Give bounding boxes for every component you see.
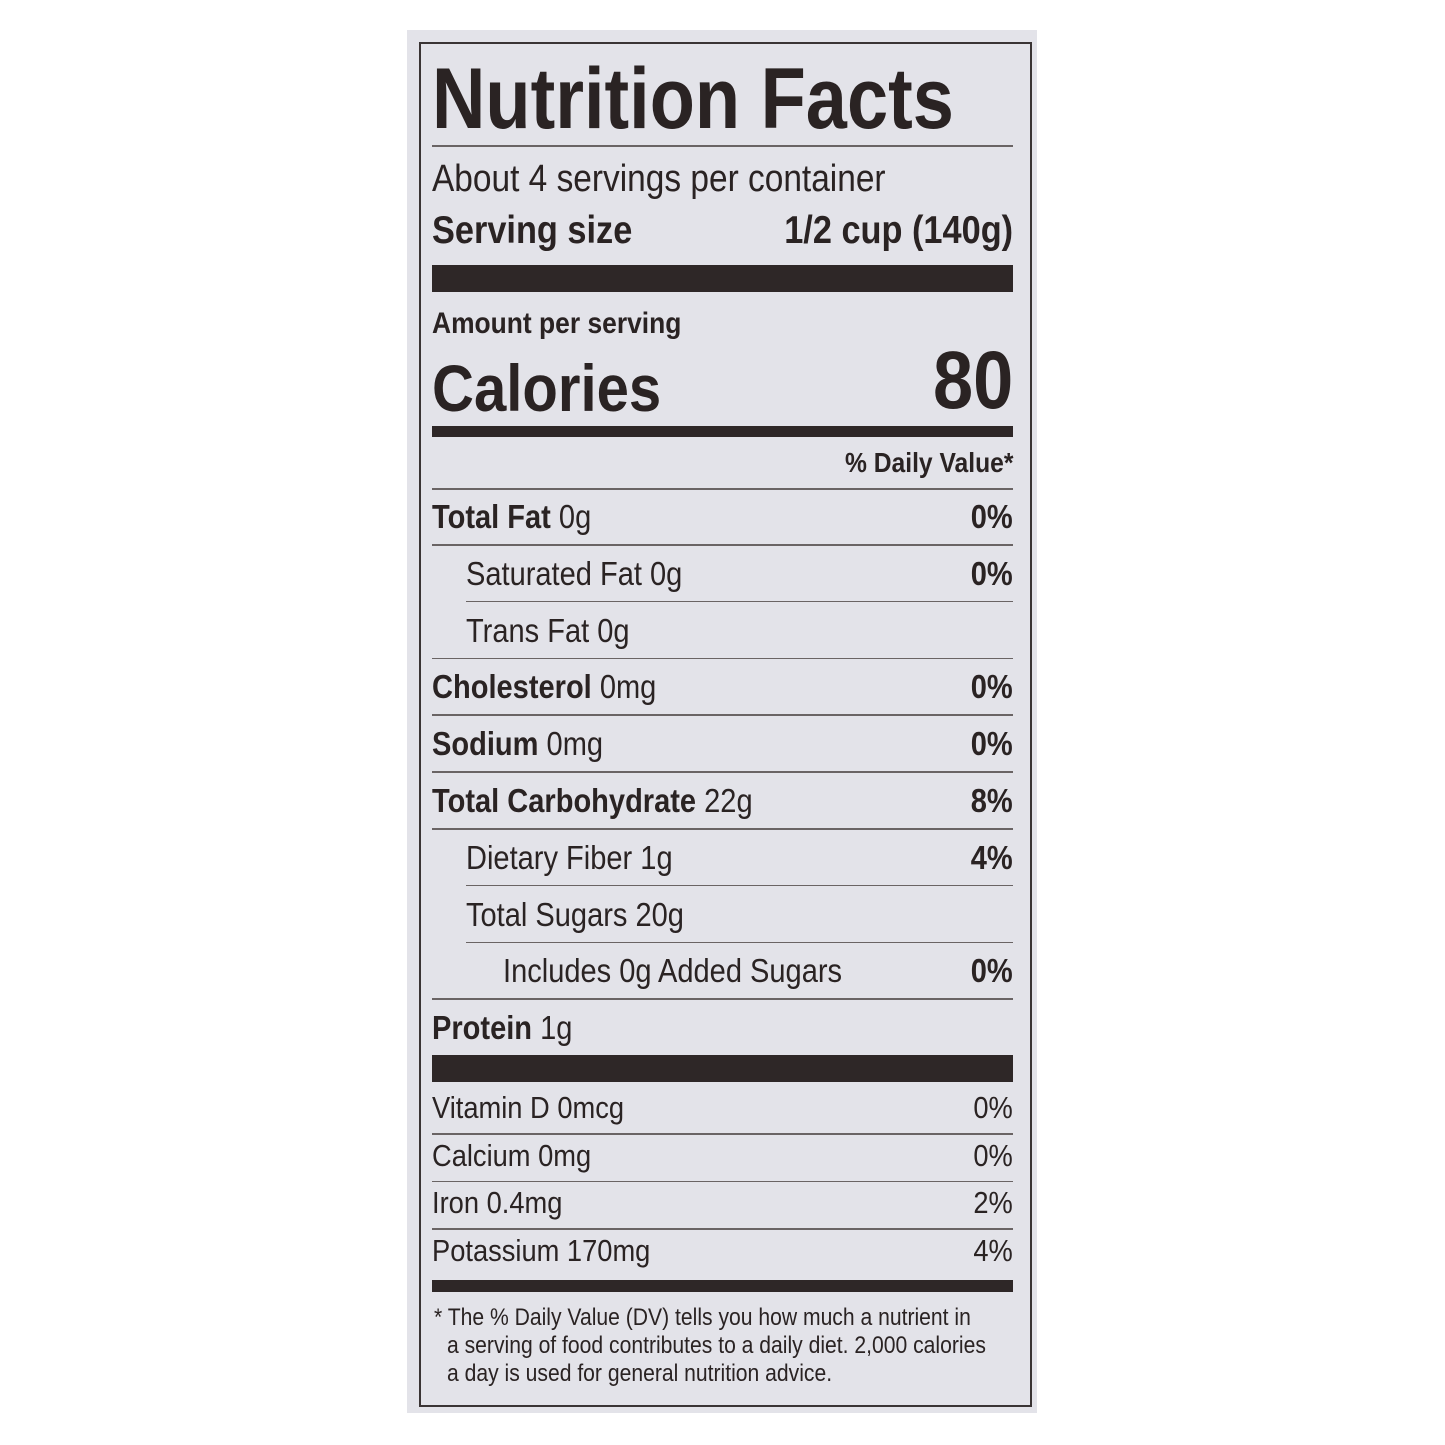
servings-per-container: About 4 servings per container <box>432 158 886 200</box>
daily-value-header: % Daily Value* <box>844 447 1013 478</box>
nutrient-row-label: Sodium 0mg <box>432 727 603 760</box>
nutrient-amount: 1g <box>540 1009 573 1047</box>
nutrient-name: Sodium <box>432 725 539 763</box>
nutrient-name: Trans Fat <box>466 611 590 649</box>
vitamin-daily-value: 0% <box>973 1090 1013 1125</box>
divider <box>432 488 1013 490</box>
divider <box>432 1180 1013 1183</box>
label-title: Nutrition Facts <box>432 51 954 147</box>
nutrient-daily-value: 0% <box>971 668 1013 706</box>
divider <box>432 714 1013 716</box>
nutrient-name: Total Fat <box>432 498 551 535</box>
footnote-line: a serving of food contributes to a daily… <box>447 1332 986 1359</box>
nutrient-amount: 20g <box>635 895 684 933</box>
nutrient-row-label: Trans Fat 0g <box>466 614 630 647</box>
nutrition-label-panel <box>407 30 1037 1413</box>
nutrient-amount: 0g <box>597 611 630 649</box>
nutrient-name: Cholesterol <box>432 668 592 706</box>
medium-divider <box>432 1280 1013 1292</box>
calories-value: 80 <box>932 335 1013 426</box>
nutrient-amount: 22g <box>704 782 753 819</box>
label-border <box>419 42 1032 1407</box>
nutrient-daily-value: 0% <box>971 554 1013 592</box>
nutrient-daily-value: 0% <box>971 952 1013 990</box>
nutrient-row-label: Total Sugars 20g <box>466 898 684 931</box>
vitamin-label: Iron 0.4mg <box>432 1185 563 1221</box>
vitamin-daily-value: 4% <box>973 1232 1013 1268</box>
medium-divider <box>432 426 1013 437</box>
nutrient-row-label: Protein 1g <box>432 1011 572 1044</box>
nutrient-name: Total Carbohydrate <box>432 782 697 819</box>
divider <box>432 828 1013 830</box>
divider <box>432 998 1013 1000</box>
nutrient-row-label: Saturated Fat 0g <box>466 557 682 590</box>
nutrient-row-label: Cholesterol 0mg <box>432 670 656 703</box>
vitamin-daily-value: 2% <box>973 1185 1013 1221</box>
divider <box>466 600 1013 603</box>
nutrient-daily-value: 0% <box>971 498 1013 535</box>
nutrient-name: Total Sugars <box>466 895 628 933</box>
calories-label: Calories <box>432 351 662 425</box>
divider <box>466 884 1013 887</box>
nutrient-name: Protein <box>432 1009 533 1047</box>
nutrient-name: Saturated Fat <box>466 554 642 592</box>
nutrient-row-label: Total Carbohydrate 22g <box>432 784 753 817</box>
thick-divider <box>432 265 1013 292</box>
vitamin-label: Calcium 0mg <box>432 1137 592 1173</box>
divider <box>432 1133 1013 1135</box>
divider <box>432 657 1013 660</box>
vitamin-label: Vitamin D 0mcg <box>432 1090 625 1125</box>
nutrient-row-label: Dietary Fiber 1g <box>466 841 673 874</box>
nutrient-daily-value: 4% <box>971 838 1013 876</box>
footnote-line: a day is used for general nutrition advi… <box>447 1360 833 1387</box>
nutrient-amount: 0mg <box>599 668 657 706</box>
divider <box>432 544 1013 546</box>
footnote-line: * The % Daily Value (DV) tells you how m… <box>434 1304 971 1331</box>
nutrient-amount: 1g <box>640 838 673 876</box>
amount-per-serving: Amount per serving <box>432 307 682 340</box>
vitamin-daily-value: 0% <box>973 1137 1013 1173</box>
nutrient-row-label: Includes 0g Added Sugars <box>503 954 842 987</box>
nutrient-amount: 0g <box>558 498 592 535</box>
nutrient-amount: 0mg <box>546 725 604 763</box>
nutrient-amount: 0g <box>650 554 683 592</box>
vitamin-label: Potassium 170mg <box>432 1232 651 1268</box>
serving-size-value: 1/2 cup (140g) <box>784 209 1013 252</box>
divider <box>432 1228 1013 1230</box>
nutrient-daily-value: 8% <box>971 782 1013 819</box>
nutrient-name: Includes 0g Added Sugars <box>503 952 843 990</box>
divider <box>432 145 1013 147</box>
divider <box>432 771 1013 773</box>
thick-divider <box>432 1055 1013 1082</box>
serving-size-label: Serving size <box>432 209 633 252</box>
nutrient-daily-value: 0% <box>971 725 1013 763</box>
divider <box>466 941 1013 944</box>
nutrient-name: Dietary Fiber <box>466 838 633 876</box>
nutrient-row-label: Total Fat 0g <box>432 500 591 533</box>
